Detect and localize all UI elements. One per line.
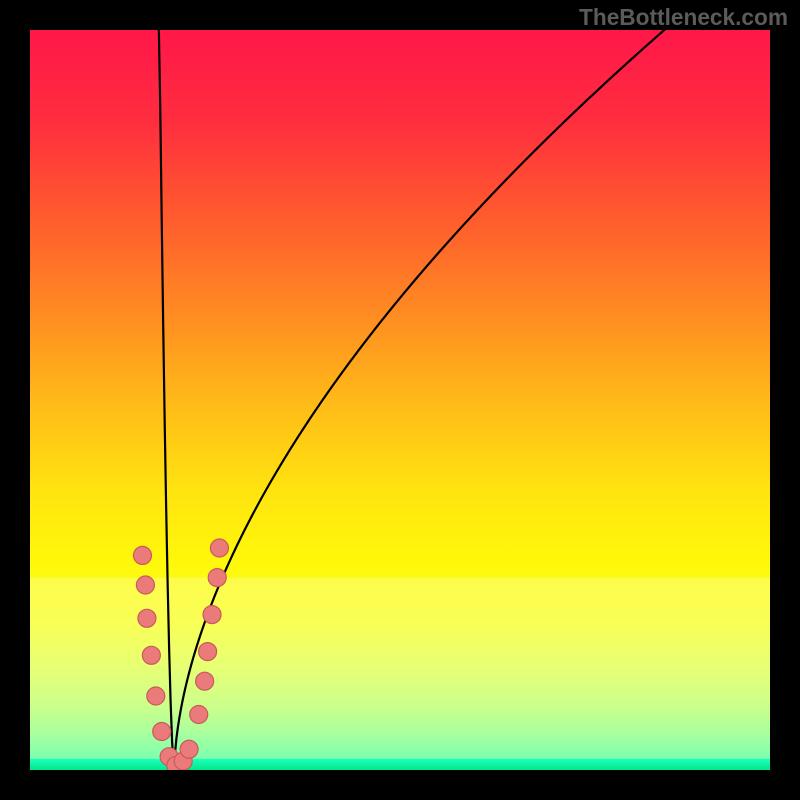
data-point [190,706,208,724]
chart-root: TheBottleneck.com [0,0,800,800]
data-point [142,646,160,664]
data-point [203,606,221,624]
bottleneck-curve-chart [30,30,770,770]
data-point [199,643,217,661]
data-point [138,609,156,627]
data-point [208,569,226,587]
watermark-text: TheBottleneck.com [579,4,788,31]
data-point [133,546,151,564]
data-point [153,723,171,741]
highlight-band [30,578,770,759]
data-point [180,740,198,758]
data-point [136,576,154,594]
data-point [196,672,214,690]
data-point [147,687,165,705]
data-point [210,539,228,557]
